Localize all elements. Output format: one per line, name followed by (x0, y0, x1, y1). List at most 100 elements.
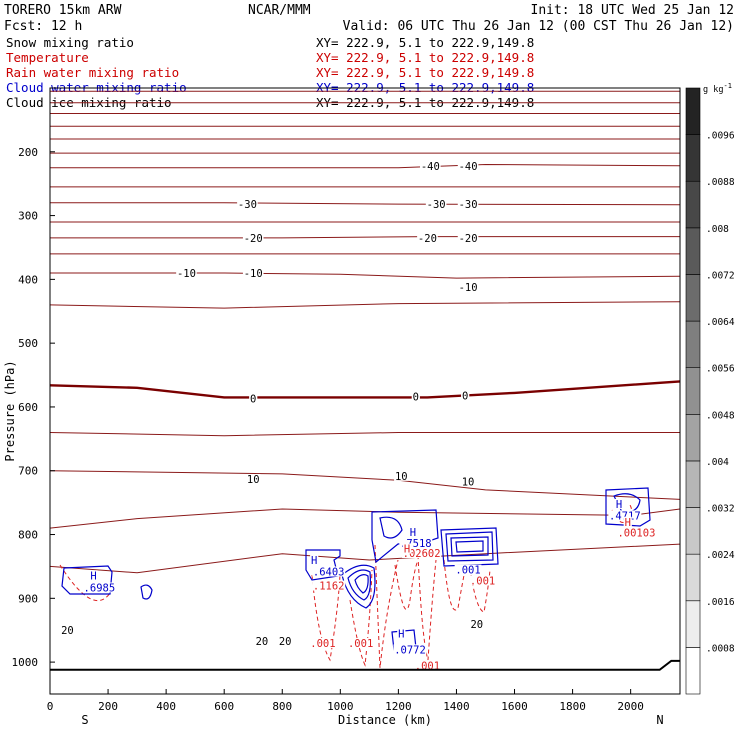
colorbar-label: .0048 (706, 410, 735, 421)
colorbar-swatch (685, 274, 701, 322)
rain-label: .001 (470, 575, 495, 587)
colorbar-label: .0088 (706, 177, 735, 188)
y-axis-label: Pressure (hPa) (3, 360, 17, 461)
isotherm-label: 10 (395, 471, 408, 483)
x-tick-label: 0 (47, 700, 54, 713)
rain-label-bg (309, 637, 337, 648)
x-tick-label: 1200 (385, 700, 412, 713)
isotherm-label-bg (420, 160, 441, 171)
model-title: TORERO 15km ARW (4, 3, 122, 18)
rain-label-bg (347, 637, 375, 648)
x-tick-label: 1400 (443, 700, 470, 713)
rain-label-bg (402, 548, 442, 559)
colorbar-swatch (685, 227, 701, 275)
y-tick-label: 200 (18, 146, 38, 159)
cloud-water-label: .6403 (313, 567, 345, 579)
colorbar: .0008 .0016 .0024 .0032 .004 .0048 .0056 .0064.… (685, 82, 735, 695)
isotherm-0 (49, 380, 681, 399)
isotherm--30 (50, 202, 681, 206)
isotherm-label: 0 (462, 390, 468, 402)
cloud-water-contour (445, 531, 494, 562)
cloud-water-label: H (90, 570, 96, 582)
forecast-hour: Fcst: 12 h (4, 19, 82, 34)
isotherm-label-bg (457, 232, 479, 243)
isotherm-label: 20 (279, 636, 292, 648)
valid-time: Valid: 06 UTC Thu 26 Jan 12 (00 CST Thu … (343, 19, 734, 34)
isotherm-label-bg (411, 391, 420, 402)
cloud-water-contour (61, 565, 113, 595)
isotherm-label: -30 (459, 199, 478, 211)
cloud-water-label-bg (82, 582, 116, 593)
isotherm-label: 10 (462, 477, 475, 489)
isotherm-label: -10 (244, 268, 263, 280)
rain-label: .001 (310, 638, 335, 650)
cloud-water-contour (455, 540, 484, 553)
rain-label-bg (312, 580, 346, 591)
x-tick-label: 1800 (559, 700, 586, 713)
rain-label: H (404, 544, 410, 556)
isotherm-label: 20 (470, 619, 483, 631)
y-tick-label: 900 (18, 592, 38, 605)
plot-frame (49, 87, 681, 695)
isotherm-label-bg (176, 267, 197, 278)
cloud-water-label-bg (614, 498, 624, 509)
colorbar-swatch (685, 414, 701, 462)
isotherm-label-bg (242, 267, 264, 278)
y-tick-label: 700 (18, 465, 38, 478)
isotherm-label-bg (460, 476, 476, 487)
cloud-water-label: H (311, 555, 317, 567)
cloud-water-label-bg (397, 628, 406, 639)
colorbar-swatch (685, 553, 701, 602)
colorbar-label: .0096 (706, 131, 735, 142)
x-axis-label: Distance (km) (338, 713, 432, 727)
isotherm-label: -10 (177, 268, 196, 280)
isotherm-label: -40 (459, 161, 478, 173)
isotherm-label: -20 (418, 233, 437, 245)
cloud-water-contour (341, 564, 376, 609)
isotherm--10 (50, 272, 681, 279)
isotherm-label-bg (469, 618, 484, 629)
colorbar-swatch (685, 507, 701, 555)
colorbar-swatch (685, 367, 701, 415)
field-name-rain: Rain water mixing ratio (6, 65, 179, 80)
cloud-water-label-bg (608, 510, 642, 521)
isotherm--40 (50, 163, 681, 169)
cloud-water-label: H (616, 499, 622, 511)
isotherm-label-bg (394, 470, 409, 481)
field-xy-temperature: XY= 222.9, 5.1 to 222.9,149.8 (316, 50, 534, 65)
isotherm-label: -20 (459, 233, 478, 245)
cloud-water-label: .6985 (84, 582, 116, 594)
cloud-water-label-bg (393, 644, 427, 655)
cloud-water-label: .001 (455, 565, 480, 577)
isotherm-label-bg (277, 636, 293, 647)
cloud-water-label-bg (89, 570, 98, 581)
rain-label-bg (469, 575, 496, 586)
isotherm-label-bg (461, 390, 470, 401)
cloud-water-label-bg (454, 564, 482, 575)
rain-contour (59, 564, 113, 601)
cloud-water-contour (605, 487, 651, 527)
cloud-water-contour (140, 584, 153, 600)
colorbar-label: .0072 (706, 270, 735, 281)
contour-labels: -40 -40 -30 -30 -30 -20 -20 -20 -10 -10 -10 0 0 0 10 10… (60, 160, 657, 672)
isotherm-label: -10 (459, 282, 478, 294)
rain-label-bg (616, 527, 657, 538)
isotherm--5 (49, 301, 681, 309)
isotherm-label: 0 (250, 394, 256, 406)
colorbar-swatch (685, 87, 701, 135)
colorbar-swatch (685, 460, 701, 508)
colorbar-label: .0008 (706, 643, 735, 654)
isotherm-label: -30 (238, 199, 257, 211)
field-name-snow: Snow mixing ratio (6, 35, 134, 50)
colorbar-swatch (685, 600, 701, 648)
rain-contour (374, 544, 399, 669)
isotherm-label: 20 (256, 636, 269, 648)
rain-label-bg (623, 516, 632, 527)
y-tick-label: 400 (18, 273, 38, 286)
cloud-water-label: H (398, 628, 404, 640)
cloud-water-contour (379, 516, 403, 539)
colorbar-label: .0016 (706, 597, 735, 608)
isotherm-label-bg (242, 232, 264, 243)
rain-label: .1162 (313, 581, 345, 593)
y-tick-label: 500 (18, 337, 38, 350)
